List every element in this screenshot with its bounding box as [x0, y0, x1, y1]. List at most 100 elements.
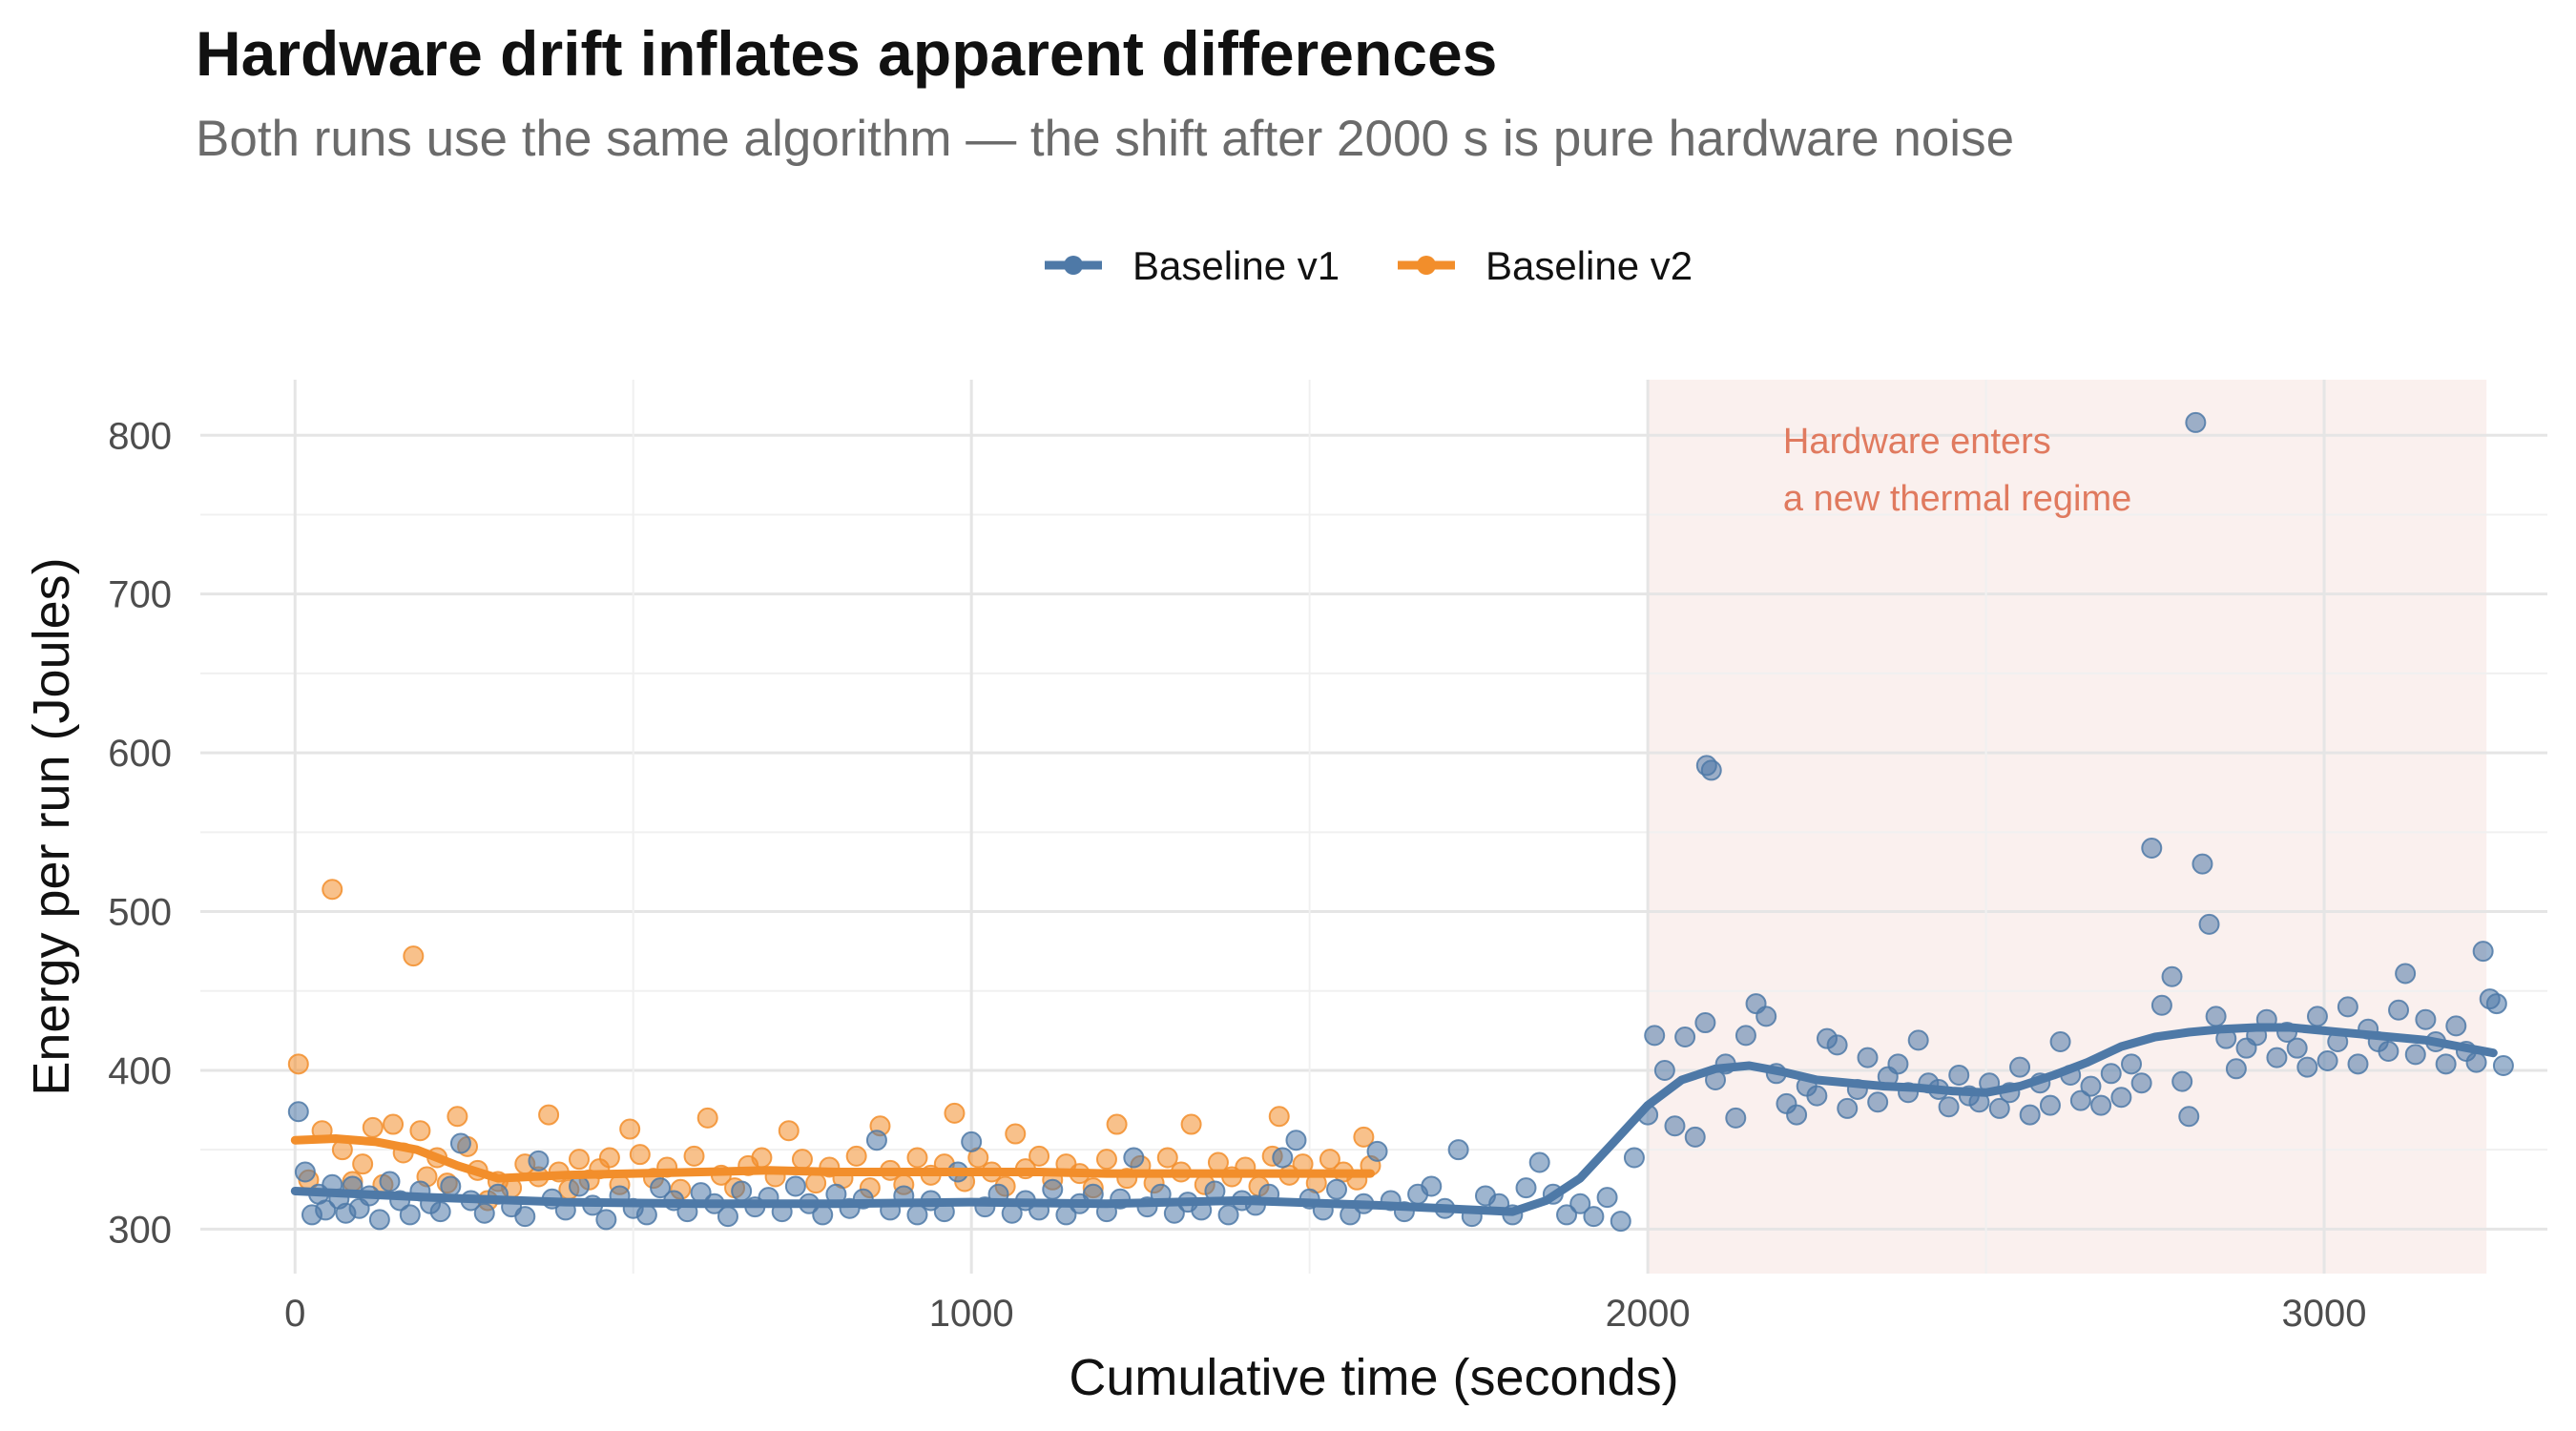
data-point [1042, 1178, 1064, 1200]
y-tick-label: 700 [108, 574, 172, 616]
annotation-layer: Hardware enters a new thermal regime [1783, 422, 2131, 519]
data-point [2100, 1063, 2122, 1085]
data-point [845, 1145, 867, 1167]
data-point [1887, 1053, 1909, 1075]
data-point [2472, 941, 2494, 963]
data-point [683, 1145, 705, 1167]
data-point [635, 1204, 657, 1226]
data-point [403, 945, 425, 967]
trend-line [290, 1134, 1375, 1183]
data-point [1285, 1130, 1307, 1151]
data-point [449, 1132, 471, 1154]
data-point [1217, 1204, 1239, 1226]
x-tick-label: 1000 [929, 1293, 1014, 1335]
data-point [2121, 1053, 2143, 1075]
data-point [595, 1209, 617, 1231]
chart-subtitle: Both runs use the same algorithm — the s… [196, 111, 2015, 167]
data-point [2141, 837, 2163, 859]
data-point [751, 1147, 773, 1169]
data-point [629, 1144, 651, 1166]
data-point [906, 1147, 928, 1169]
data-point [2395, 963, 2417, 985]
data-point [805, 1172, 827, 1194]
legend-label: Baseline v2 [1485, 243, 1693, 288]
data-point [696, 1107, 718, 1129]
data-point [2019, 1104, 2041, 1126]
y-axis-title: Energy per run (Joules) [23, 557, 80, 1095]
data-point [961, 1130, 983, 1152]
data-point [1948, 1064, 1970, 1086]
data-point [1786, 1104, 1808, 1126]
data-point [717, 1206, 738, 1228]
data-point [2404, 1044, 2426, 1066]
data-point [383, 1113, 405, 1135]
data-point [1268, 1106, 1290, 1128]
trend-layer [290, 1023, 2498, 1216]
data-point [1694, 1012, 1716, 1034]
data-point [2009, 1056, 2031, 1078]
data-point [1610, 1211, 1631, 1233]
data-point [352, 1153, 374, 1175]
data-point [1272, 1147, 1294, 1169]
data-point [2378, 1040, 2399, 1062]
data-point [429, 1201, 451, 1223]
data-point [1106, 1113, 1128, 1135]
data-point [1653, 1059, 1675, 1081]
data-point [514, 1206, 536, 1228]
data-point [2198, 913, 2220, 935]
data-point [619, 1118, 641, 1140]
data-point [1366, 1140, 1388, 1162]
data-point [538, 1104, 560, 1126]
x-tick-label: 0 [284, 1293, 305, 1335]
data-point [731, 1180, 753, 1202]
data-point [1755, 1006, 1777, 1027]
data-point [1725, 1107, 1747, 1129]
data-point [1447, 1139, 1469, 1161]
data-point [944, 1102, 966, 1124]
data-point [2485, 993, 2507, 1015]
data-point [287, 1101, 309, 1123]
data-point [650, 1177, 672, 1199]
y-tick-label: 500 [108, 892, 172, 934]
data-point [2337, 996, 2358, 1018]
data-point [1515, 1177, 1537, 1199]
data-point [1826, 1034, 1848, 1056]
data-point [1735, 1025, 1756, 1047]
data-point [1596, 1187, 1618, 1209]
data-point [368, 1209, 390, 1231]
y-tick-label: 400 [108, 1050, 172, 1092]
data-point [1623, 1147, 1645, 1169]
data-point [2130, 1072, 2152, 1094]
data-point [1988, 1097, 2010, 1119]
data-point [1319, 1149, 1340, 1171]
data-point [1644, 1025, 1666, 1047]
legend-marker [1417, 256, 1436, 275]
data-point [2306, 1006, 2328, 1027]
data-point [2192, 853, 2213, 875]
data-point [2080, 1075, 2102, 1097]
data-point [2069, 1089, 2091, 1111]
x-axis-title: Cumulative time (seconds) [1069, 1349, 1678, 1406]
data-point [1156, 1147, 1178, 1169]
data-point [1684, 1126, 1706, 1148]
legend-label: Baseline v1 [1132, 243, 1340, 288]
data-point [1837, 1097, 1859, 1119]
data-point [528, 1150, 550, 1172]
data-point [315, 1199, 337, 1221]
data-point [473, 1202, 495, 1224]
data-point [1674, 1027, 1696, 1048]
data-point [440, 1175, 462, 1197]
data-point [2161, 965, 2183, 987]
data-point [1857, 1047, 1879, 1068]
data-point [2492, 1054, 2514, 1076]
data-point [1180, 1113, 1202, 1135]
data-point [2039, 1094, 2061, 1116]
data-point [598, 1147, 620, 1169]
data-point [1583, 1206, 1605, 1228]
data-point [1700, 759, 1722, 781]
data-point [2465, 1051, 2487, 1073]
data-point [1005, 1123, 1027, 1145]
data-point [2049, 1031, 2071, 1053]
data-point [1353, 1126, 1375, 1148]
